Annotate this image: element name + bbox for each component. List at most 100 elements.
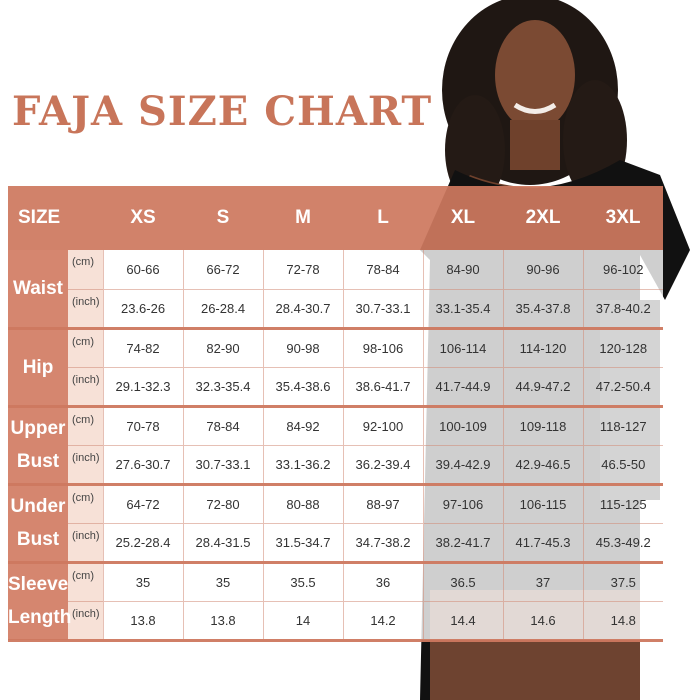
sleeve-length-label-line2: Length bbox=[8, 607, 72, 628]
sleeve-length-inch-row: (inch) 13.8 13.8 14 14.2 14.4 14.6 14.8 bbox=[8, 601, 664, 642]
table-cell: 35.5 bbox=[262, 562, 344, 602]
table-cell: 36.5 bbox=[422, 562, 504, 602]
upper-bust-inch-row: (inch) 27.6-30.7 30.7-33.1 33.1-36.2 36.… bbox=[8, 445, 664, 486]
under-bust-cm-row: Under Bust (cm) 64-72 72-80 80-88 88-97 9… bbox=[8, 484, 664, 564]
table-cell: 46.5-50 bbox=[582, 445, 664, 486]
header-row: SIZE XS S M L XL 2XL 3XL bbox=[8, 186, 664, 250]
waist-inch-row: (inch) 23.6-26 26-28.4 28.4-30.7 30.7-33… bbox=[8, 289, 664, 330]
table-cell: 72-78 bbox=[262, 250, 344, 290]
unit-cm: (cm) bbox=[68, 250, 104, 290]
table-cell: 97-106 bbox=[422, 484, 504, 524]
size-2xl-header: 2XL bbox=[503, 186, 584, 250]
hip-label: Hip bbox=[8, 328, 68, 408]
table-cell: 35.4-37.8 bbox=[502, 289, 584, 330]
table-cell: 98-106 bbox=[342, 328, 424, 368]
table-cell: 28.4-30.7 bbox=[262, 289, 344, 330]
table-cell: 100-109 bbox=[422, 406, 504, 446]
table-cell: 64-72 bbox=[102, 484, 184, 524]
sleeve-length-label: Sleeve Length bbox=[8, 562, 72, 642]
table-cell: 39.4-42.9 bbox=[422, 445, 504, 486]
table-cell: 14.2 bbox=[342, 601, 424, 642]
table-cell: 30.7-33.1 bbox=[342, 289, 424, 330]
table-cell: 118-127 bbox=[582, 406, 664, 446]
table-cell: 31.5-34.7 bbox=[262, 523, 344, 564]
table-cell: 90-98 bbox=[262, 328, 344, 368]
size-xl-header: XL bbox=[423, 186, 504, 250]
table-cell: 35 bbox=[182, 562, 264, 602]
upper-bust-cm-row: Upper Bust (cm) 70-78 78-84 84-92 92-100 … bbox=[8, 406, 664, 486]
table-cell: 29.1-32.3 bbox=[102, 367, 184, 408]
table-cell: 36 bbox=[342, 562, 424, 602]
table-cell: 78-84 bbox=[342, 250, 424, 290]
table-cell: 90-96 bbox=[502, 250, 584, 290]
unit-inch: (inch) bbox=[68, 367, 104, 408]
table-cell: 38.6-41.7 bbox=[342, 367, 424, 408]
table-cell: 34.7-38.2 bbox=[342, 523, 424, 564]
table-cell: 27.6-30.7 bbox=[102, 445, 184, 486]
upper-bust-label-line1: Upper bbox=[10, 418, 66, 439]
table-cell: 114-120 bbox=[502, 328, 584, 368]
under-bust-label-line1: Under bbox=[10, 496, 66, 517]
table-cell: 84-92 bbox=[262, 406, 344, 446]
unit-inch: (inch) bbox=[68, 523, 104, 564]
hip-cm-row: Hip (cm) 74-82 82-90 90-98 98-106 106-11… bbox=[8, 328, 664, 408]
table-cell: 106-115 bbox=[502, 484, 584, 524]
table-cell: 120-128 bbox=[582, 328, 664, 368]
table-cell: 115-125 bbox=[582, 484, 664, 524]
table-cell: 42.9-46.5 bbox=[502, 445, 584, 486]
table-cell: 109-118 bbox=[502, 406, 584, 446]
table-cell: 88-97 bbox=[342, 484, 424, 524]
under-bust-label-line2: Bust bbox=[16, 529, 60, 550]
size-l-header: L bbox=[343, 186, 424, 250]
table-cell: 92-100 bbox=[342, 406, 424, 446]
size-m-header: M bbox=[263, 186, 344, 250]
table-cell: 25.2-28.4 bbox=[102, 523, 184, 564]
table-cell: 37.5 bbox=[582, 562, 664, 602]
unit-cm: (cm) bbox=[68, 406, 104, 446]
table-cell: 35 bbox=[102, 562, 184, 602]
table-cell: 38.2-41.7 bbox=[422, 523, 504, 564]
table-cell: 13.8 bbox=[102, 601, 184, 642]
table-cell: 66-72 bbox=[182, 250, 264, 290]
size-header: SIZE bbox=[8, 186, 104, 250]
table-cell: 41.7-44.9 bbox=[422, 367, 504, 408]
upper-bust-label: Upper Bust bbox=[8, 406, 68, 486]
table-cell: 32.3-35.4 bbox=[182, 367, 264, 408]
unit-cm: (cm) bbox=[68, 562, 104, 602]
unit-cm: (cm) bbox=[68, 484, 104, 524]
table-cell: 23.6-26 bbox=[102, 289, 184, 330]
table-cell: 47.2-50.4 bbox=[582, 367, 664, 408]
table-cell: 72-80 bbox=[182, 484, 264, 524]
table-cell: 96-102 bbox=[582, 250, 664, 290]
table-cell: 37.8-40.2 bbox=[582, 289, 664, 330]
table-cell: 35.4-38.6 bbox=[262, 367, 344, 408]
sleeve-length-cm-row: Sleeve Length (cm) 35 35 35.5 36 36.5 37 … bbox=[8, 562, 664, 642]
size-chart: SIZE XS S M L XL 2XL 3XL Waist (cm) 60-6… bbox=[8, 186, 664, 642]
table-cell: 14.4 bbox=[422, 601, 504, 642]
unit-inch: (inch) bbox=[68, 445, 104, 486]
table-cell: 78-84 bbox=[182, 406, 264, 446]
table-cell: 14 bbox=[262, 601, 344, 642]
sleeve-length-label-line1: Sleeve bbox=[8, 574, 69, 595]
unit-inch: (inch) bbox=[68, 289, 104, 330]
table-cell: 26-28.4 bbox=[182, 289, 264, 330]
table-cell: 41.7-45.3 bbox=[502, 523, 584, 564]
table-cell: 28.4-31.5 bbox=[182, 523, 264, 564]
table-cell: 33.1-36.2 bbox=[262, 445, 344, 486]
table-cell: 13.8 bbox=[182, 601, 264, 642]
table-cell: 84-90 bbox=[422, 250, 504, 290]
table-cell: 30.7-33.1 bbox=[182, 445, 264, 486]
under-bust-label: Under Bust bbox=[8, 484, 68, 564]
table-cell: 33.1-35.4 bbox=[422, 289, 504, 330]
under-bust-inch-row: (inch) 25.2-28.4 28.4-31.5 31.5-34.7 34.… bbox=[8, 523, 664, 564]
table-cell: 44.9-47.2 bbox=[502, 367, 584, 408]
table-cell: 80-88 bbox=[262, 484, 344, 524]
size-3xl-header: 3XL bbox=[583, 186, 664, 250]
page-title: FAJA SIZE CHART bbox=[12, 88, 433, 135]
table-cell: 70-78 bbox=[102, 406, 184, 446]
upper-bust-label-line2: Bust bbox=[16, 451, 60, 472]
table-cell: 45.3-49.2 bbox=[582, 523, 664, 564]
waist-cm-row: Waist (cm) 60-66 66-72 72-78 78-84 84-90… bbox=[8, 250, 664, 330]
table-cell: 60-66 bbox=[102, 250, 184, 290]
hip-inch-row: (inch) 29.1-32.3 32.3-35.4 35.4-38.6 38.… bbox=[8, 367, 664, 408]
